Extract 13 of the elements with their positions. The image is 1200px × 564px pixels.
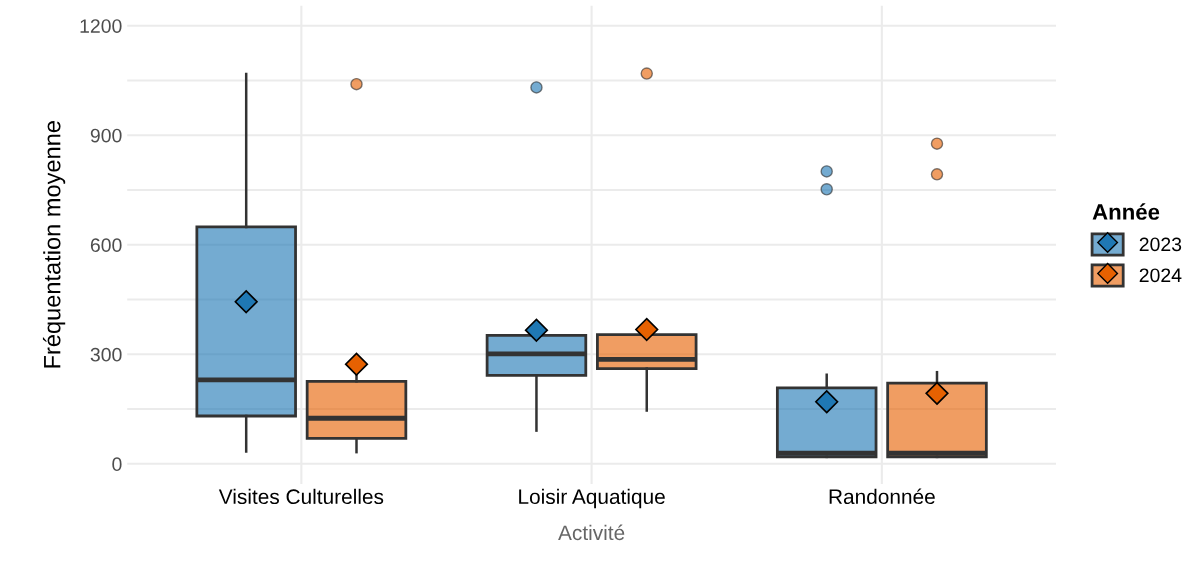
x-tick-label: Loisir Aquatique [519,488,665,509]
y-axis-title: Fréquentation moyenne [42,121,66,368]
legend-label: 2023 [1139,237,1182,252]
y-tick-label: 0 [112,457,122,472]
y-tick-label: 600 [90,238,122,253]
legend-label: 2024 [1139,268,1182,283]
y-tick-label: 900 [90,128,122,143]
x-tick-label: Randonnée [829,488,935,505]
y-tick-label: 1200 [80,19,122,33]
x-axis-title: Activité [558,524,625,541]
legend-title: Année [1092,203,1160,220]
y-tick-label: 300 [90,347,122,362]
x-tick-label: Visites Culturelles [218,488,384,505]
